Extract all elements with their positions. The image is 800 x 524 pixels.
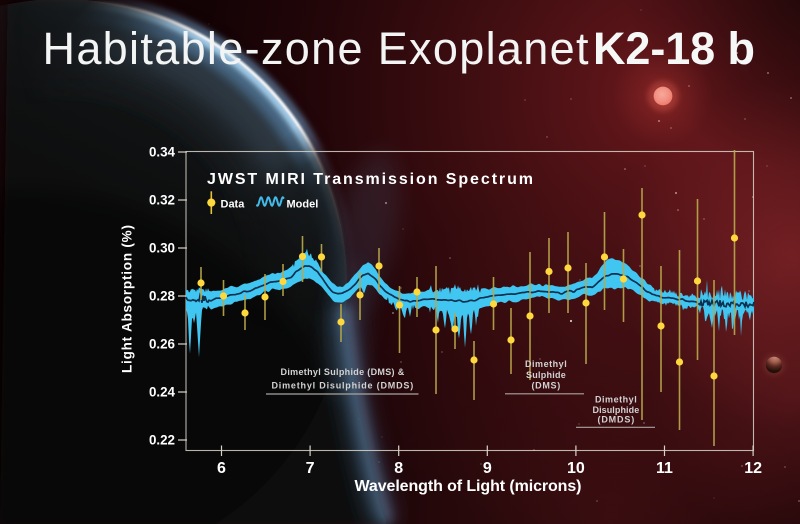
svg-text:(DMDS): (DMDS): [598, 415, 635, 425]
svg-text:Wavelength of Light (microns): Wavelength of Light (microns): [355, 478, 582, 495]
svg-text:Disulphide: Disulphide: [593, 405, 640, 415]
svg-text:Dimethyl: Dimethyl: [525, 359, 567, 369]
svg-text:JWST MIRI Transmission Spectru: JWST MIRI Transmission Spectrum: [207, 171, 533, 188]
svg-text:0.28: 0.28: [149, 289, 176, 304]
svg-text:Dimethyl Disulphide (DMDS): Dimethyl Disulphide (DMDS): [272, 381, 414, 391]
svg-text:6: 6: [217, 460, 226, 477]
svg-text:Data: Data: [221, 199, 246, 211]
svg-text:Dimethyl Sulphide (DMS) &: Dimethyl Sulphide (DMS) &: [281, 367, 405, 377]
svg-text:0.32: 0.32: [149, 193, 175, 208]
svg-text:Habitable-zone Exoplanet: Habitable-zone Exoplanet: [43, 23, 589, 74]
svg-text:(DMS): (DMS): [532, 380, 561, 390]
svg-text:0.22: 0.22: [149, 433, 175, 448]
svg-text:0.30: 0.30: [149, 241, 175, 256]
svg-text:7: 7: [306, 460, 315, 477]
svg-text:Light Absorption (%): Light Absorption (%): [120, 225, 135, 373]
svg-text:0.24: 0.24: [149, 385, 176, 400]
svg-text:Sulphide: Sulphide: [526, 370, 566, 380]
svg-text:12: 12: [744, 460, 762, 477]
svg-text:8: 8: [394, 460, 403, 477]
svg-text:0.26: 0.26: [149, 337, 175, 352]
svg-text:Model: Model: [287, 199, 319, 211]
svg-text:9: 9: [483, 460, 492, 477]
svg-text:Dimethyl: Dimethyl: [595, 395, 637, 405]
svg-text:K2-18 b: K2-18 b: [593, 23, 755, 74]
svg-text:11: 11: [656, 460, 673, 477]
svg-text:10: 10: [567, 460, 585, 477]
svg-text:0.34: 0.34: [149, 145, 176, 160]
